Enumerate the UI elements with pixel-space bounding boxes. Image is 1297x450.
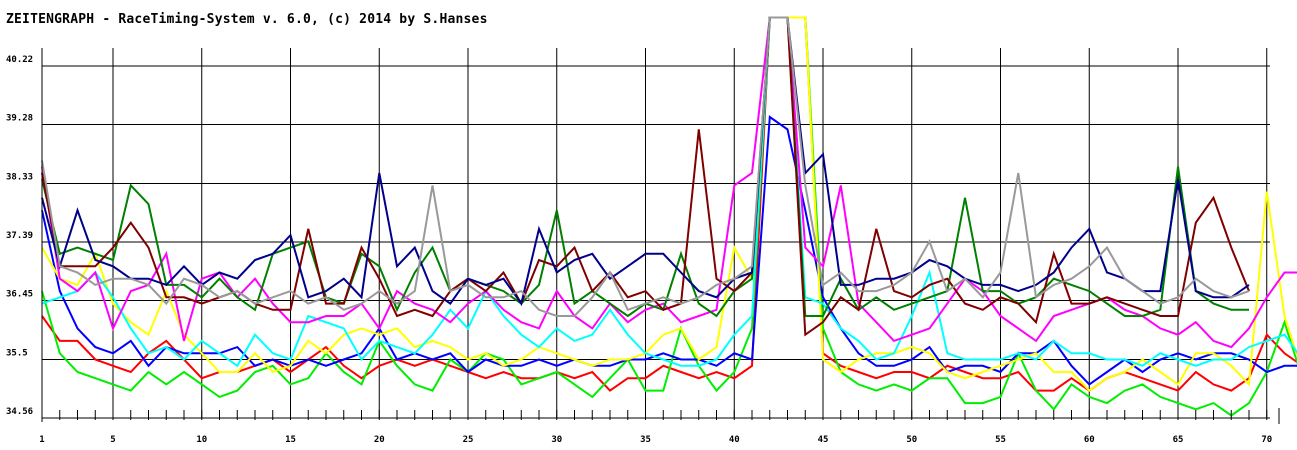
axis-layer — [41, 48, 1280, 424]
y-tick-label: 40.22 — [6, 55, 33, 65]
x-tick-label: 1 — [39, 435, 44, 445]
series-line — [41, 16, 1297, 392]
series-line — [41, 115, 1297, 386]
x-tick-label: 45 — [818, 435, 829, 445]
y-tick-label: 37.39 — [6, 231, 33, 241]
x-tick-label: 5 — [110, 435, 115, 445]
series-line — [41, 16, 1250, 306]
y-tick-label: 39.28 — [6, 113, 33, 123]
x-tick-label: 50 — [906, 435, 917, 445]
x-tick-label: 20 — [374, 435, 385, 445]
x-tick-label: 15 — [285, 435, 296, 445]
x-tick-label: 25 — [463, 435, 474, 445]
x-tick-label: 40 — [729, 435, 740, 445]
y-tick-label: 36.45 — [6, 289, 33, 299]
y-tick-labels: 40.22 39.28 38.33 37.39 36.45 35.5 34.56 — [6, 55, 33, 417]
y-tick-label: 35.5 — [6, 349, 28, 359]
series-line — [41, 16, 1297, 392]
x-tick-label: 70 — [1261, 435, 1272, 445]
x-tick-label: 35 — [640, 435, 651, 445]
x-tick-labels: 1 5 10 15 20 25 30 35 40 45 50 55 60 65 70 — [39, 435, 1272, 445]
y-tick-label: 38.33 — [6, 173, 33, 183]
series-layer — [41, 16, 1297, 417]
series-line — [41, 16, 1297, 368]
y-tick-label: 34.56 — [6, 407, 33, 417]
series-line — [41, 16, 1297, 417]
x-tick-label: 10 — [196, 435, 207, 445]
x-tick-label: 55 — [995, 435, 1006, 445]
x-tick-label: 60 — [1084, 435, 1095, 445]
chart-title: ZEITENGRAPH - RaceTiming-System v. 6.0, … — [6, 12, 488, 27]
x-tick-label: 65 — [1173, 435, 1184, 445]
x-tick-label: 30 — [551, 435, 562, 445]
series-line — [41, 16, 1250, 317]
